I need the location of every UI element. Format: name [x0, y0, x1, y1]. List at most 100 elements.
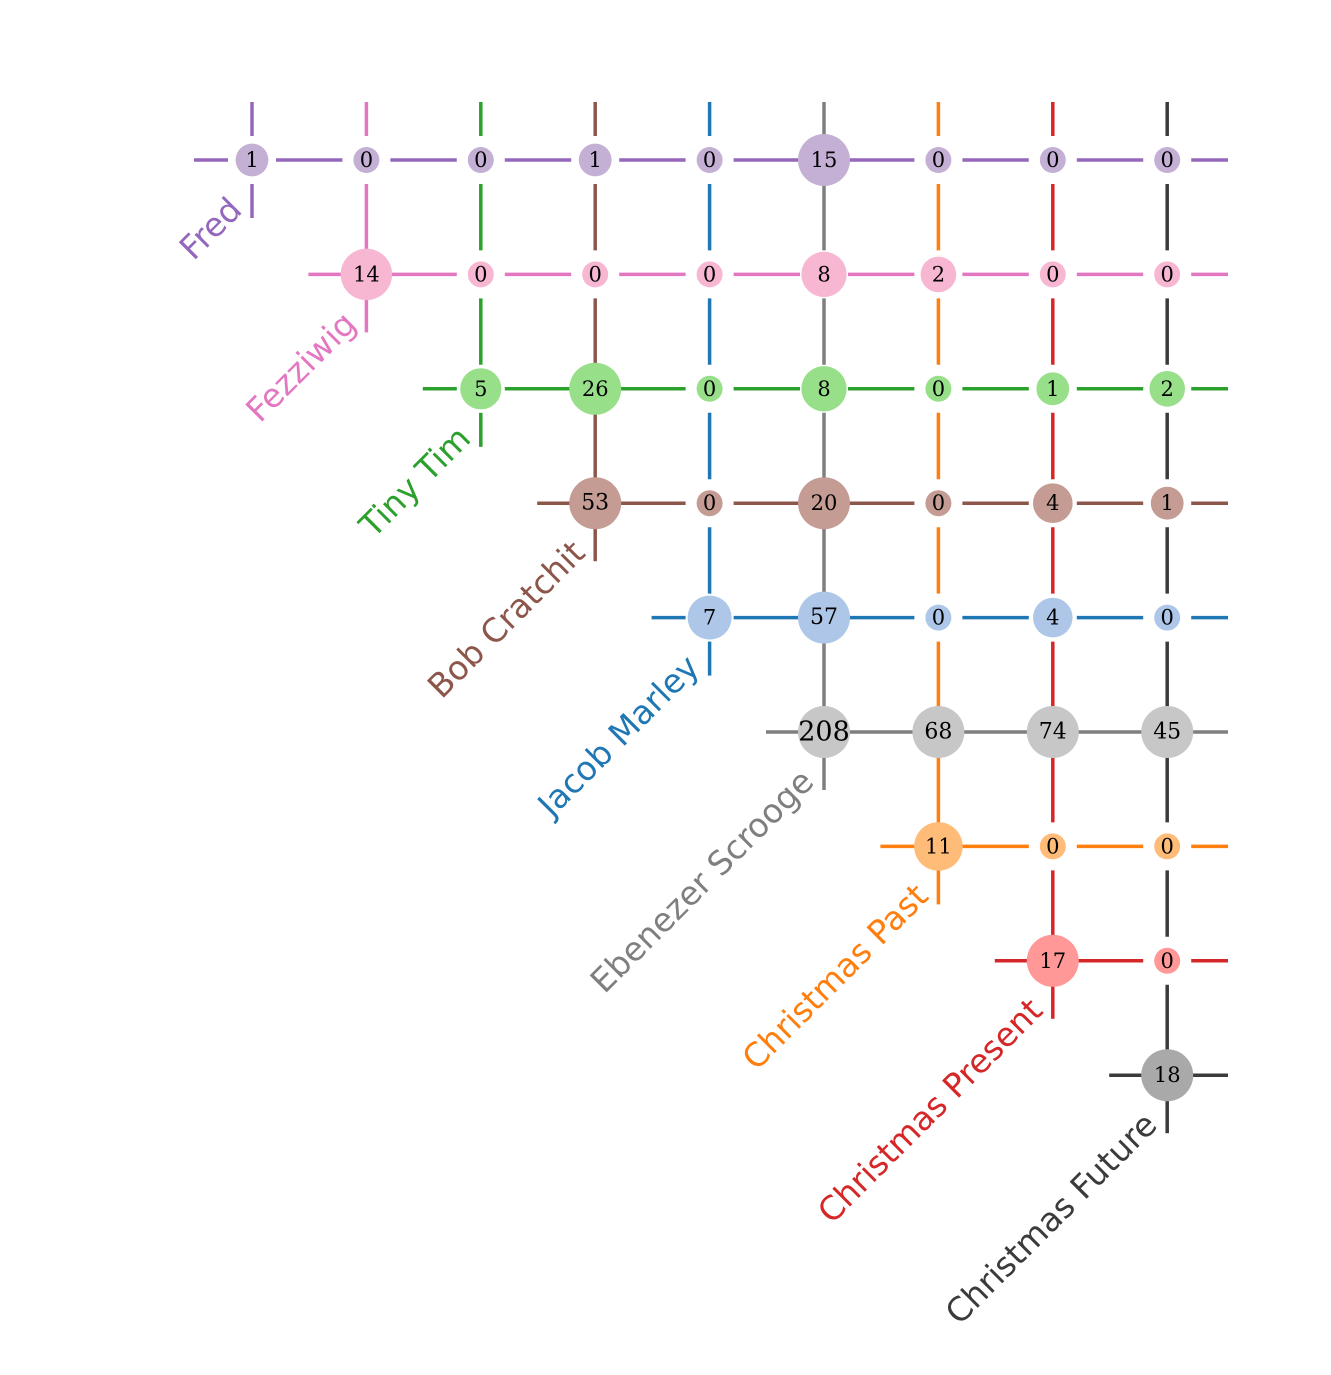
cell-marker	[1154, 947, 1181, 974]
cell-value: 0	[1161, 262, 1174, 286]
cell-value: 0	[1161, 834, 1174, 858]
cell-marker	[569, 477, 622, 530]
cell-value: 0	[932, 606, 945, 630]
character-label: Ebenezer Scrooge	[582, 762, 821, 1001]
cell-value: 1	[1161, 491, 1174, 515]
cell-marker	[1033, 597, 1073, 638]
cell-marker	[798, 706, 850, 758]
cell-value: 208	[798, 717, 850, 748]
cell-marker	[235, 143, 269, 177]
cell-value: 2	[1161, 377, 1174, 401]
character-label: Fred	[172, 190, 250, 268]
cell-marker	[578, 143, 612, 177]
cell-marker	[467, 261, 494, 288]
character-label: Bob Cratchit	[420, 533, 593, 706]
cell-value: 20	[811, 491, 838, 515]
cell-value: 0	[703, 377, 716, 401]
cell-marker	[1154, 604, 1181, 631]
cell-marker	[1039, 833, 1066, 860]
cell-marker	[1154, 261, 1181, 288]
character-label: Jacob Marley	[529, 647, 707, 825]
cell-marker	[467, 147, 494, 173]
cell-value: 0	[703, 491, 716, 515]
cell-value: 68	[924, 720, 952, 745]
cell-value: 2	[932, 262, 945, 286]
cell-marker	[353, 147, 380, 173]
cell-marker	[1150, 486, 1184, 520]
cell-marker	[801, 366, 847, 412]
cell-marker	[925, 604, 952, 631]
cell-marker	[340, 248, 393, 301]
cell-value: 0	[703, 262, 716, 286]
cell-marker	[1141, 1049, 1194, 1102]
cell-value: 0	[474, 148, 487, 172]
matrix-cells: 1 0 0 1 0 15 0 0 014 0 0 0 8 2 0 05 26 0 8 0 1 253 0 20 0 4 17 57 0 4…	[235, 134, 1194, 1102]
cell-marker	[696, 261, 723, 288]
cell-value: 0	[1161, 148, 1174, 172]
cell-value: 0	[360, 148, 373, 172]
cell-value: 74	[1039, 720, 1067, 745]
cell-value: 17	[1039, 949, 1066, 973]
cell-value: 57	[810, 605, 838, 630]
cell-marker	[1039, 147, 1066, 173]
cell-marker	[1141, 706, 1194, 758]
character-label: Tiny Tim	[351, 418, 478, 545]
cell-marker	[925, 490, 952, 517]
cell-marker	[460, 368, 502, 410]
cell-marker	[687, 595, 732, 640]
cell-marker	[925, 147, 952, 173]
cell-marker	[1026, 934, 1079, 987]
cell-value: 26	[582, 377, 609, 401]
cell-value: 0	[1161, 606, 1174, 630]
cell-marker	[798, 591, 850, 644]
cell-value: 14	[353, 262, 380, 286]
cell-value: 0	[474, 262, 487, 286]
cell-value: 0	[1161, 949, 1174, 973]
cell-marker	[914, 822, 963, 871]
cell-value: 4	[1046, 491, 1059, 515]
cell-value: 1	[589, 148, 602, 172]
cell-value: 7	[703, 606, 716, 630]
cell-marker	[1154, 833, 1181, 860]
cell-value: 11	[925, 834, 952, 858]
cell-value: 5	[474, 377, 487, 401]
cell-value: 0	[703, 148, 716, 172]
cell-value: 0	[1046, 262, 1059, 286]
cell-marker	[798, 134, 850, 186]
cell-marker	[912, 706, 965, 758]
cell-marker	[696, 147, 723, 173]
cell-marker	[925, 375, 952, 402]
cell-marker	[582, 261, 609, 288]
cell-value: 1	[1046, 377, 1059, 401]
cell-marker	[569, 362, 622, 415]
cell-value: 15	[811, 148, 838, 172]
cell-marker	[696, 490, 723, 517]
character-label: Christmas Past	[734, 876, 935, 1077]
cell-value: 0	[932, 148, 945, 172]
cell-value: 0	[1046, 834, 1059, 858]
cell-marker	[1154, 147, 1181, 173]
cell-value: 53	[581, 491, 609, 516]
cell-marker	[920, 256, 957, 293]
cell-marker	[801, 251, 847, 298]
character-label: Christmas Future	[937, 1105, 1164, 1332]
cell-marker	[1036, 372, 1070, 406]
cell-marker	[1039, 261, 1066, 288]
cell-value: 1	[245, 148, 258, 172]
cell-marker	[798, 477, 850, 530]
cell-value: 45	[1153, 720, 1181, 745]
cell-value: 4	[1046, 606, 1059, 630]
cell-value: 0	[932, 491, 945, 515]
cell-value: 18	[1154, 1063, 1181, 1087]
grid-lines	[194, 102, 1228, 1134]
cell-value: 0	[589, 262, 602, 286]
cell-value: 8	[817, 377, 830, 401]
cell-value: 0	[1046, 148, 1059, 172]
character-label: Christmas Present	[810, 990, 1050, 1230]
cell-value: 0	[932, 377, 945, 401]
cell-marker	[696, 375, 723, 402]
character-label: Fezziwig	[238, 304, 363, 429]
cell-marker	[1149, 370, 1186, 407]
